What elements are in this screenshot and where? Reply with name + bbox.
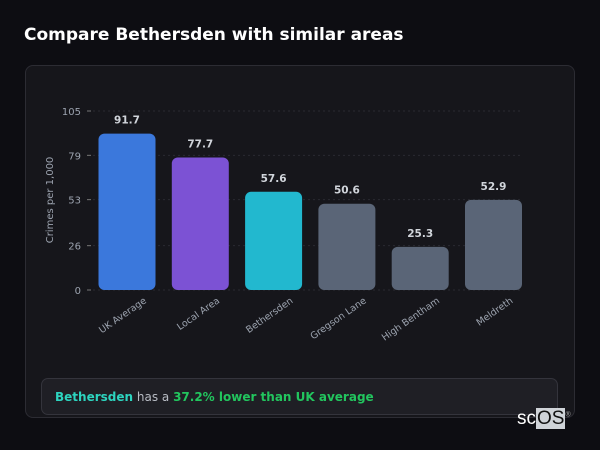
scos-logo: scOS®	[517, 408, 571, 429]
page-title: Compare Bethersden with similar areas	[24, 25, 404, 45]
summary-box: Bethersden has a 37.2% lower than UK ave…	[41, 378, 558, 415]
bar	[465, 199, 522, 290]
data-label: 50.6	[334, 185, 360, 197]
x-tick-label: Local Area	[175, 295, 222, 332]
y-tick-label: 105	[62, 107, 81, 118]
x-tick-label: Meldreth	[475, 295, 516, 328]
x-tick-label: Bethersden	[244, 295, 295, 335]
summary-area: Bethersden	[55, 390, 134, 404]
summary-comparison: 37.2% lower than UK average	[173, 390, 374, 404]
data-label: 57.6	[261, 173, 287, 185]
bar	[318, 203, 376, 290]
y-tick-label: 53	[68, 196, 81, 207]
summary-text: has a	[133, 390, 174, 404]
data-label: 91.7	[114, 115, 140, 127]
data-label: 52.9	[481, 181, 507, 193]
bar	[98, 133, 156, 290]
y-axis-label: Crimes per 1,000	[45, 157, 56, 244]
y-tick-label: 26	[68, 242, 81, 253]
x-tick-label: Gregson Lane	[308, 295, 368, 342]
y-tick-label: 0	[75, 286, 81, 297]
data-label: 77.7	[187, 139, 213, 151]
x-tick-label: High Bentham	[380, 295, 442, 343]
data-label: 25.3	[407, 228, 433, 240]
x-tick-label: UK Average	[97, 295, 149, 336]
bar	[391, 246, 449, 290]
y-tick-label: 79	[68, 151, 81, 162]
bar	[171, 157, 229, 290]
bar	[245, 191, 303, 290]
